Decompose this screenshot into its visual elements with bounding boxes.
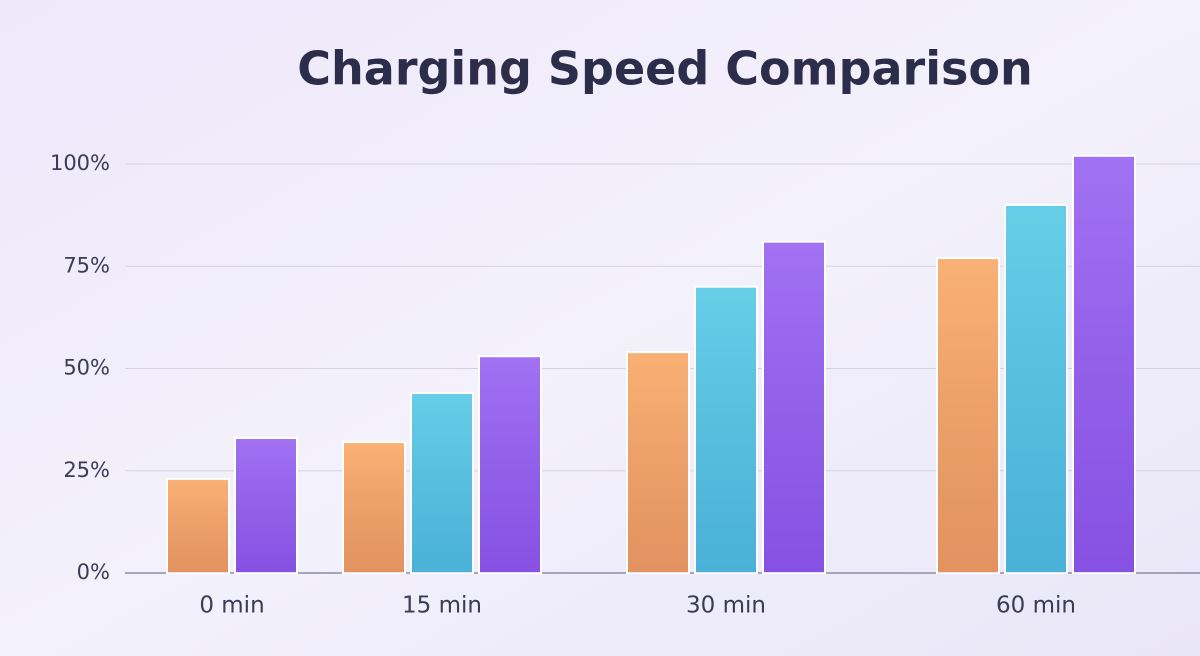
bar bbox=[478, 355, 542, 575]
y-tick-label: 100% bbox=[50, 151, 110, 175]
x-tick-label: 60 min bbox=[996, 593, 1076, 619]
chart-title: Charging Speed Comparison bbox=[297, 42, 1032, 96]
bar bbox=[166, 477, 230, 574]
bar bbox=[694, 285, 758, 574]
y-tick-label: 25% bbox=[63, 458, 110, 482]
bar bbox=[1004, 203, 1068, 574]
x-tick-label: 0 min bbox=[199, 593, 264, 619]
bar bbox=[1072, 154, 1136, 574]
bar bbox=[410, 392, 474, 575]
x-tick-label: 15 min bbox=[402, 593, 482, 619]
bar bbox=[626, 351, 690, 575]
bar bbox=[342, 441, 406, 574]
y-tick-label: 50% bbox=[63, 356, 110, 380]
x-tick-label: 30 min bbox=[686, 593, 766, 619]
y-tick-label: 0% bbox=[77, 560, 110, 584]
bar bbox=[936, 257, 1000, 574]
bar bbox=[762, 240, 826, 575]
y-tick-label: 75% bbox=[63, 253, 110, 277]
bar bbox=[234, 437, 298, 574]
